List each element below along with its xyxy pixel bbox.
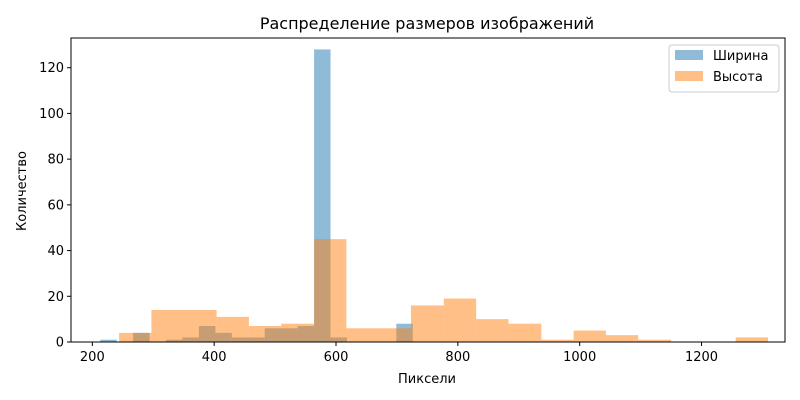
axes-frame	[70, 37, 786, 343]
bar-height-0	[119, 332, 152, 342]
bar-height-11	[541, 339, 574, 342]
bar-height-7	[410, 305, 444, 342]
x-axis-label: Пиксели	[398, 372, 456, 387]
x-tick-label: 1200	[685, 350, 718, 365]
legend-label: Ширина	[713, 49, 769, 64]
bar-height-10	[508, 323, 542, 342]
y-tick-label: 40	[47, 244, 64, 259]
bar-height-6	[346, 328, 411, 342]
y-tick-label: 120	[39, 61, 64, 76]
chart-title: Распределение размеров изображений	[260, 14, 594, 33]
bar-height-2	[216, 316, 249, 342]
bar-height-15	[735, 337, 768, 342]
x-tick-label: 200	[80, 350, 105, 365]
y-tick-label: 60	[47, 198, 64, 213]
x-tick-label: 1000	[563, 350, 596, 365]
y-tick-label: 0	[56, 336, 64, 351]
y-axis-label: Количество	[15, 151, 30, 231]
legend-swatch	[675, 50, 703, 60]
x-tick-label: 600	[324, 350, 349, 365]
bar-height-8	[443, 298, 477, 342]
x-tick-label: 400	[202, 350, 227, 365]
legend-label: Высота	[713, 70, 763, 85]
legend: Ширина Высота	[668, 44, 780, 93]
bar-width-0	[100, 339, 117, 342]
bar-height-9	[476, 319, 509, 342]
bar-height-13	[605, 335, 639, 342]
bar-height-4	[281, 323, 315, 342]
plot-area: 200 400 600 800 1000 1200 0 20 40 60 80 100 120	[39, 37, 786, 365]
bar-height-1	[151, 310, 217, 342]
bar-height-14	[638, 339, 672, 342]
y-tick-label: 20	[47, 290, 64, 305]
bar-height-12	[573, 330, 606, 342]
y-tick-label: 100	[39, 107, 64, 122]
y-tick-label: 80	[47, 153, 64, 168]
legend-swatch	[675, 71, 703, 81]
bar-height-3	[248, 326, 282, 342]
bar-height-5	[314, 239, 347, 342]
x-tick-label: 800	[445, 350, 470, 365]
